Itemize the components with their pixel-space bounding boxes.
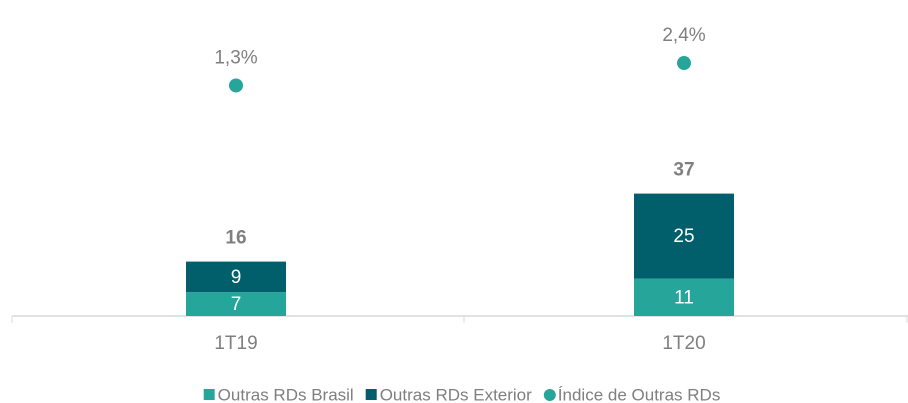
legend-item: Outras RDs Brasil [203, 385, 354, 403]
x-tick-label: 1T19 [214, 333, 257, 354]
dot-label: 1,3% [214, 47, 257, 68]
legend-label: Outras RDs Brasil [218, 385, 354, 403]
bar-label: 11 [674, 287, 694, 308]
bar-segment [186, 292, 286, 316]
bar-label: 25 [673, 226, 694, 247]
x-tick-label: 1T20 [662, 333, 705, 354]
bar-label: 7 [231, 294, 242, 315]
bar-label: 9 [231, 267, 242, 288]
legend-item: Índice de Outras RDs [543, 385, 721, 403]
legend-label: Outras RDs Exterior [380, 385, 532, 403]
total-label: 16 [225, 228, 246, 249]
total-label: 37 [673, 160, 694, 181]
dot [677, 56, 691, 71]
dot-label: 2,4% [662, 25, 705, 46]
legend-marker [203, 389, 215, 400]
legend-marker [365, 389, 377, 400]
legend-item: Outras RDs Exterior [365, 385, 532, 403]
bar-segment [634, 193, 734, 279]
bar-segment [634, 278, 734, 316]
legend-label: Índice de Outras RDs [558, 385, 721, 403]
legend-marker [543, 389, 556, 401]
bar-segment [186, 261, 286, 293]
dot [229, 78, 243, 93]
